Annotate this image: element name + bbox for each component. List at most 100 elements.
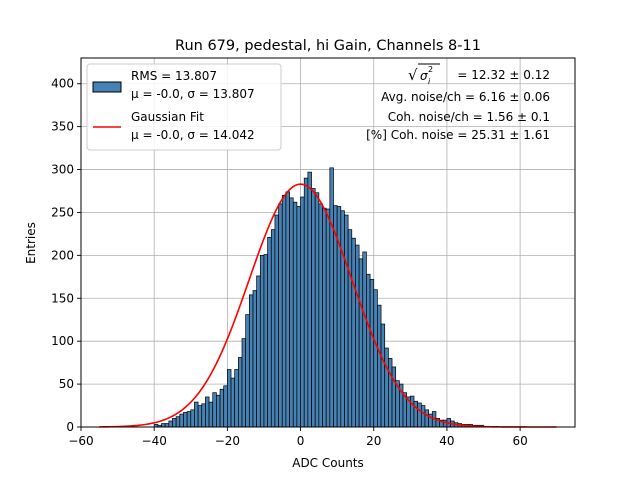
histogram-bar xyxy=(256,275,261,428)
histogram-bar xyxy=(358,258,364,428)
x-tick-label: 60 xyxy=(512,434,527,448)
histogram-bar xyxy=(322,207,327,428)
x-tick-label: −20 xyxy=(215,434,240,448)
histogram-bar xyxy=(216,394,221,428)
histogram-bar xyxy=(417,402,422,428)
histogram-bar xyxy=(377,304,382,428)
sigma-superscript: 2 xyxy=(428,65,433,74)
histogram-bar xyxy=(369,279,375,428)
y-axis: 0 50 100 150 200 250 300 350 400 xyxy=(51,77,81,434)
histogram-bar xyxy=(270,229,276,428)
annotation-coh-noise: Coh. noise/ch = 1.56 ± 0.1 xyxy=(388,110,550,124)
y-tick-label: 150 xyxy=(51,291,74,305)
histogram-bar xyxy=(409,395,415,428)
sigma-subscript: i xyxy=(428,77,431,86)
histogram-bar xyxy=(362,251,367,428)
legend-fit-line2: μ = -0.0, σ = 14.042 xyxy=(131,128,255,142)
histogram-bar xyxy=(208,401,214,428)
histogram-bars xyxy=(153,167,484,428)
x-axis-label: ADC Counts xyxy=(292,456,364,470)
y-tick-label: 300 xyxy=(51,163,74,177)
histogram-bar xyxy=(373,289,378,428)
chart-title: Run 679, pedestal, hi Gain, Channels 8-1… xyxy=(175,38,481,54)
histogram-bar xyxy=(205,396,210,428)
annotation-sigma-value: = 12.32 ± 0.12 xyxy=(457,68,550,82)
histogram-bar xyxy=(252,290,257,428)
y-tick-label: 0 xyxy=(66,420,74,434)
histogram-bar xyxy=(380,323,386,428)
legend: RMS = 13.807 μ = -0.0, σ = 13.807 Gaussi… xyxy=(86,63,282,151)
histogram-bar xyxy=(318,203,323,428)
histogram-bar xyxy=(311,188,316,428)
histogram-bar xyxy=(175,416,181,428)
y-tick-label: 200 xyxy=(51,248,74,262)
annotation-avg-noise: Avg. noise/ch = 6.16 ± 0.06 xyxy=(381,90,550,104)
histogram-bar xyxy=(219,388,225,428)
legend-histogram-line2: μ = -0.0, σ = 13.807 xyxy=(131,87,255,101)
histogram-bar xyxy=(263,254,268,428)
gaussian-fit-line xyxy=(99,183,557,428)
x-tick-label: 0 xyxy=(297,434,305,448)
histogram-bar xyxy=(300,196,305,428)
sqrt-symbol: √ xyxy=(408,66,418,84)
annotation-coh-noise-percent: [%] Coh. noise = 25.31 ± 1.61 xyxy=(366,128,550,142)
histogram-bar xyxy=(267,237,272,428)
histogram-bar xyxy=(179,413,184,428)
histogram-bar xyxy=(285,191,290,428)
x-tick-label: −60 xyxy=(68,434,93,448)
histogram-bar xyxy=(347,229,353,428)
histogram-bar xyxy=(289,197,294,428)
y-tick-label: 350 xyxy=(51,120,74,134)
histogram-bar xyxy=(366,273,371,428)
y-tick-label: 250 xyxy=(51,205,74,219)
histogram-bar xyxy=(384,347,389,428)
histogram-bar xyxy=(168,420,173,428)
histogram-bar xyxy=(190,409,195,428)
legend-histogram-line1: RMS = 13.807 xyxy=(131,69,217,83)
histogram-bar xyxy=(212,392,217,428)
histogram-bar xyxy=(307,171,312,428)
y-tick-label: 50 xyxy=(59,377,74,391)
y-axis-label: Entries xyxy=(24,222,38,264)
histogram-bar xyxy=(197,405,203,428)
x-axis: −60 −40 −20 0 20 40 60 xyxy=(68,427,528,448)
histogram-bar xyxy=(230,377,236,428)
histogram-bar xyxy=(344,214,349,428)
histogram-bar xyxy=(248,294,254,428)
histogram-bar xyxy=(241,338,247,428)
histogram-bar xyxy=(351,237,356,428)
histogram-bar xyxy=(314,192,320,428)
legend-fit-line1: Gaussian Fit xyxy=(131,110,204,124)
noise-annotations: √ σ i 2 = 12.32 ± 0.12 Avg. noise/ch = 6… xyxy=(366,63,550,142)
histogram-bar xyxy=(355,244,360,428)
histogram-bar xyxy=(413,400,419,428)
histogram-bar xyxy=(325,208,331,428)
histogram-bar xyxy=(161,423,166,428)
histogram-bar xyxy=(340,210,345,428)
histogram-bar xyxy=(172,418,177,428)
sigma-symbol: σ xyxy=(420,69,428,83)
histogram-bar xyxy=(274,214,279,428)
histogram-bar xyxy=(245,314,250,428)
histogram-bar xyxy=(329,167,334,428)
x-tick-label: 20 xyxy=(366,434,381,448)
histogram-bar xyxy=(186,411,192,428)
histogram-bar xyxy=(237,357,243,428)
x-tick-label: 40 xyxy=(439,434,454,448)
histogram-bar xyxy=(223,385,228,428)
histogram-bar xyxy=(259,255,265,428)
y-tick-label: 100 xyxy=(51,334,74,348)
histogram-bar xyxy=(227,369,232,428)
histogram-bar xyxy=(442,419,448,428)
histogram-bar xyxy=(292,201,298,428)
y-tick-label: 400 xyxy=(51,77,74,91)
histogram-bar xyxy=(303,177,309,428)
histogram-bar xyxy=(201,403,206,428)
plot-frame xyxy=(80,57,576,428)
histogram-bar xyxy=(183,412,188,428)
histogram-bar xyxy=(420,405,426,428)
histogram-bar xyxy=(278,203,283,428)
legend-box xyxy=(86,63,282,151)
histogram-bar xyxy=(281,194,287,428)
histogram-bar xyxy=(424,409,429,428)
